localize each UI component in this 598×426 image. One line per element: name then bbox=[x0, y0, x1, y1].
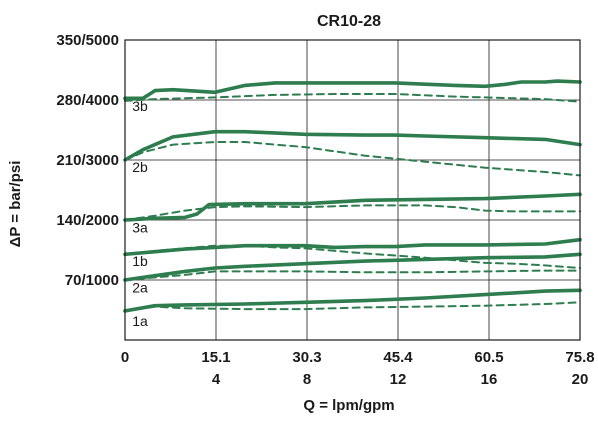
curve-label-2a: 2a bbox=[132, 280, 148, 296]
curve-label-2b: 2b bbox=[132, 159, 148, 175]
x-tick-label-lpm: 30.3 bbox=[292, 349, 321, 366]
curve-group bbox=[123, 79, 582, 313]
curve-1a-solid bbox=[123, 288, 582, 313]
y-tick-label: 70/1000 bbox=[65, 272, 119, 289]
curve-1a-dashed bbox=[124, 301, 581, 312]
x-tick-label-gpm: 16 bbox=[481, 371, 498, 388]
grid-lines bbox=[125, 40, 580, 340]
curve-3a-dashed bbox=[124, 204, 581, 221]
y-tick-label: 140/2000 bbox=[56, 212, 119, 229]
curve-2a-solid bbox=[123, 252, 582, 282]
y-tick-label: 210/3000 bbox=[56, 152, 119, 169]
x-tick-label-gpm: 12 bbox=[390, 371, 407, 388]
curve-2b-solid bbox=[123, 129, 582, 162]
curve-label-group: 3b 2b 3a 1b 2a 1a bbox=[132, 98, 148, 329]
x-tick-label-lpm: 60.5 bbox=[474, 349, 503, 366]
plot-frame bbox=[124, 39, 581, 341]
curve-1b-dashed bbox=[124, 244, 581, 269]
x-tick-label-gpm: 4 bbox=[212, 371, 221, 388]
curve-label-3a: 3a bbox=[132, 220, 148, 236]
y-tick-label: 350/5000 bbox=[56, 32, 119, 49]
x-tick-label-gpm: 20 bbox=[572, 371, 589, 388]
y-axis-label: ΔP = bar/psi bbox=[7, 161, 24, 248]
chart-title: CR10-28 bbox=[317, 13, 381, 30]
curve-2b-dashed bbox=[124, 141, 581, 177]
x-tick-label-gpm: 8 bbox=[303, 371, 311, 388]
curve-label-1a: 1a bbox=[132, 313, 148, 329]
y-tick-label: 280/4000 bbox=[56, 92, 119, 109]
x-axis-label: Q = lpm/gpm bbox=[303, 397, 394, 414]
curve-3b-dashed bbox=[124, 93, 581, 103]
x-tick-label-lpm: 45.4 bbox=[383, 349, 413, 366]
x-tick-label-lpm: 15.1 bbox=[201, 349, 230, 366]
x-tick-label-lpm: 0 bbox=[121, 349, 129, 366]
tick-label-group: 0 15.1 4 30.3 8 45.4 12 60.5 16 75.8 20 350/5000 280… bbox=[56, 32, 594, 388]
curve-3a-solid bbox=[123, 192, 582, 222]
curve-2a-dashed bbox=[124, 269, 581, 281]
curve-3b-solid bbox=[123, 79, 582, 101]
x-tick-label-lpm: 75.8 bbox=[565, 349, 594, 366]
curve-label-3b: 3b bbox=[132, 98, 148, 114]
curve-label-1b: 1b bbox=[132, 253, 148, 269]
